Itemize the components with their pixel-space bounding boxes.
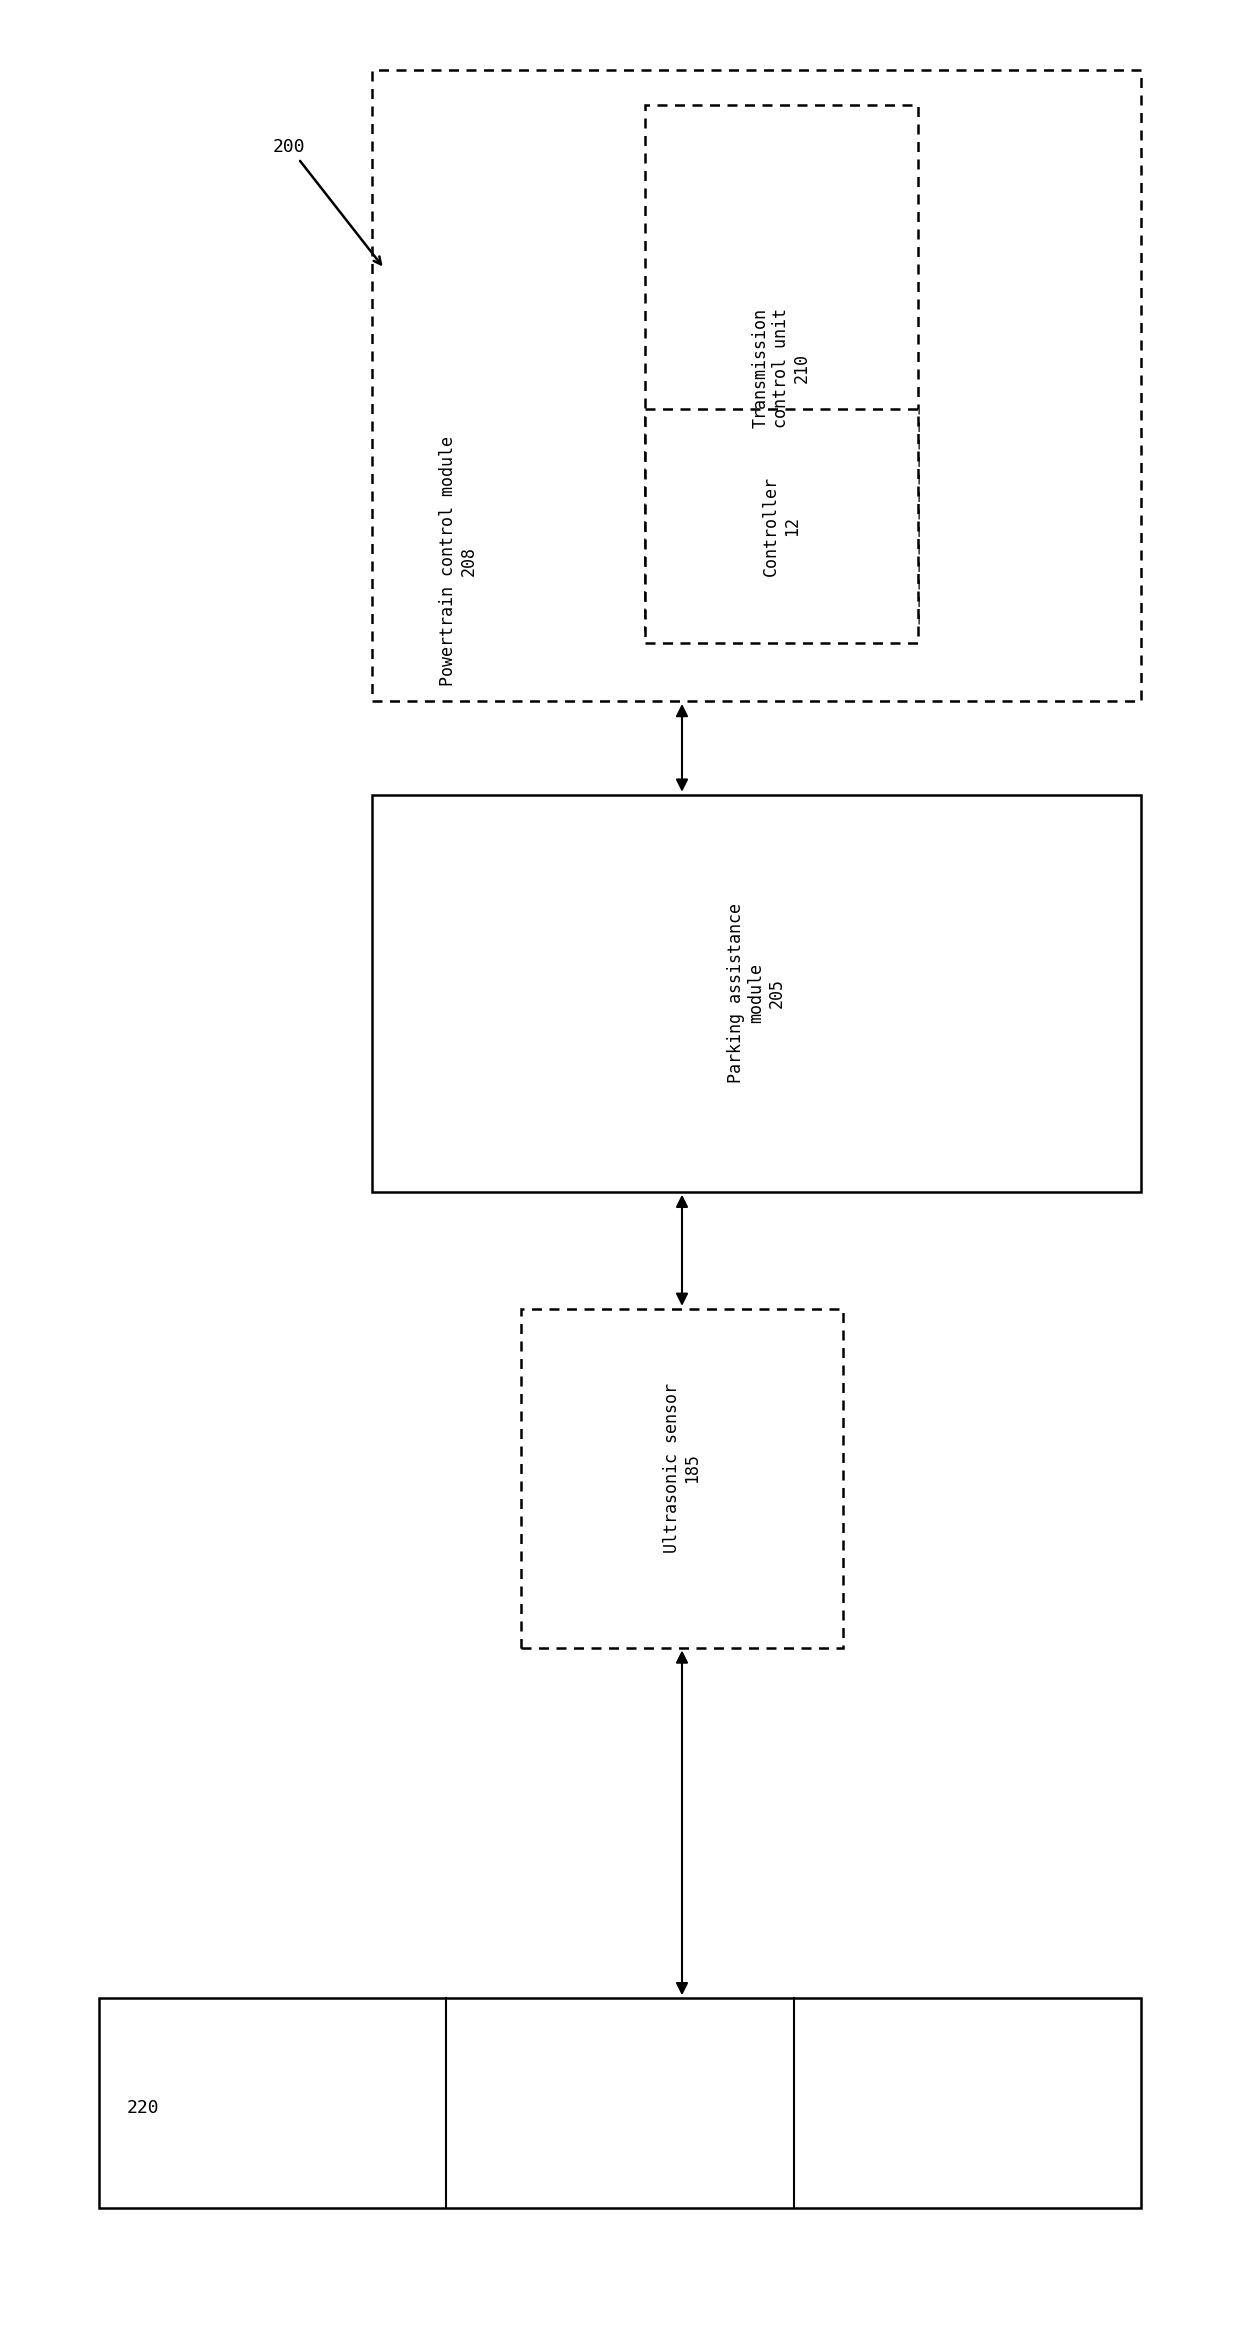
Bar: [372, 70, 1141, 701]
Text: Ultrasonic sensor
185: Ultrasonic sensor 185: [662, 1384, 702, 1552]
Bar: [645, 409, 918, 643]
Text: 200: 200: [273, 138, 381, 264]
Bar: [521, 1309, 843, 1648]
Bar: [99, 1998, 1141, 2208]
Bar: [645, 105, 918, 631]
Text: 220: 220: [126, 2099, 159, 2117]
Text: Powertrain control module
208: Powertrain control module 208: [439, 437, 479, 685]
Text: Controller
12: Controller 12: [761, 477, 801, 575]
Text: Parking assistance
module
205: Parking assistance module 205: [727, 902, 786, 1084]
Text: Transmission
control unit
210: Transmission control unit 210: [751, 308, 811, 428]
Bar: [372, 795, 1141, 1192]
